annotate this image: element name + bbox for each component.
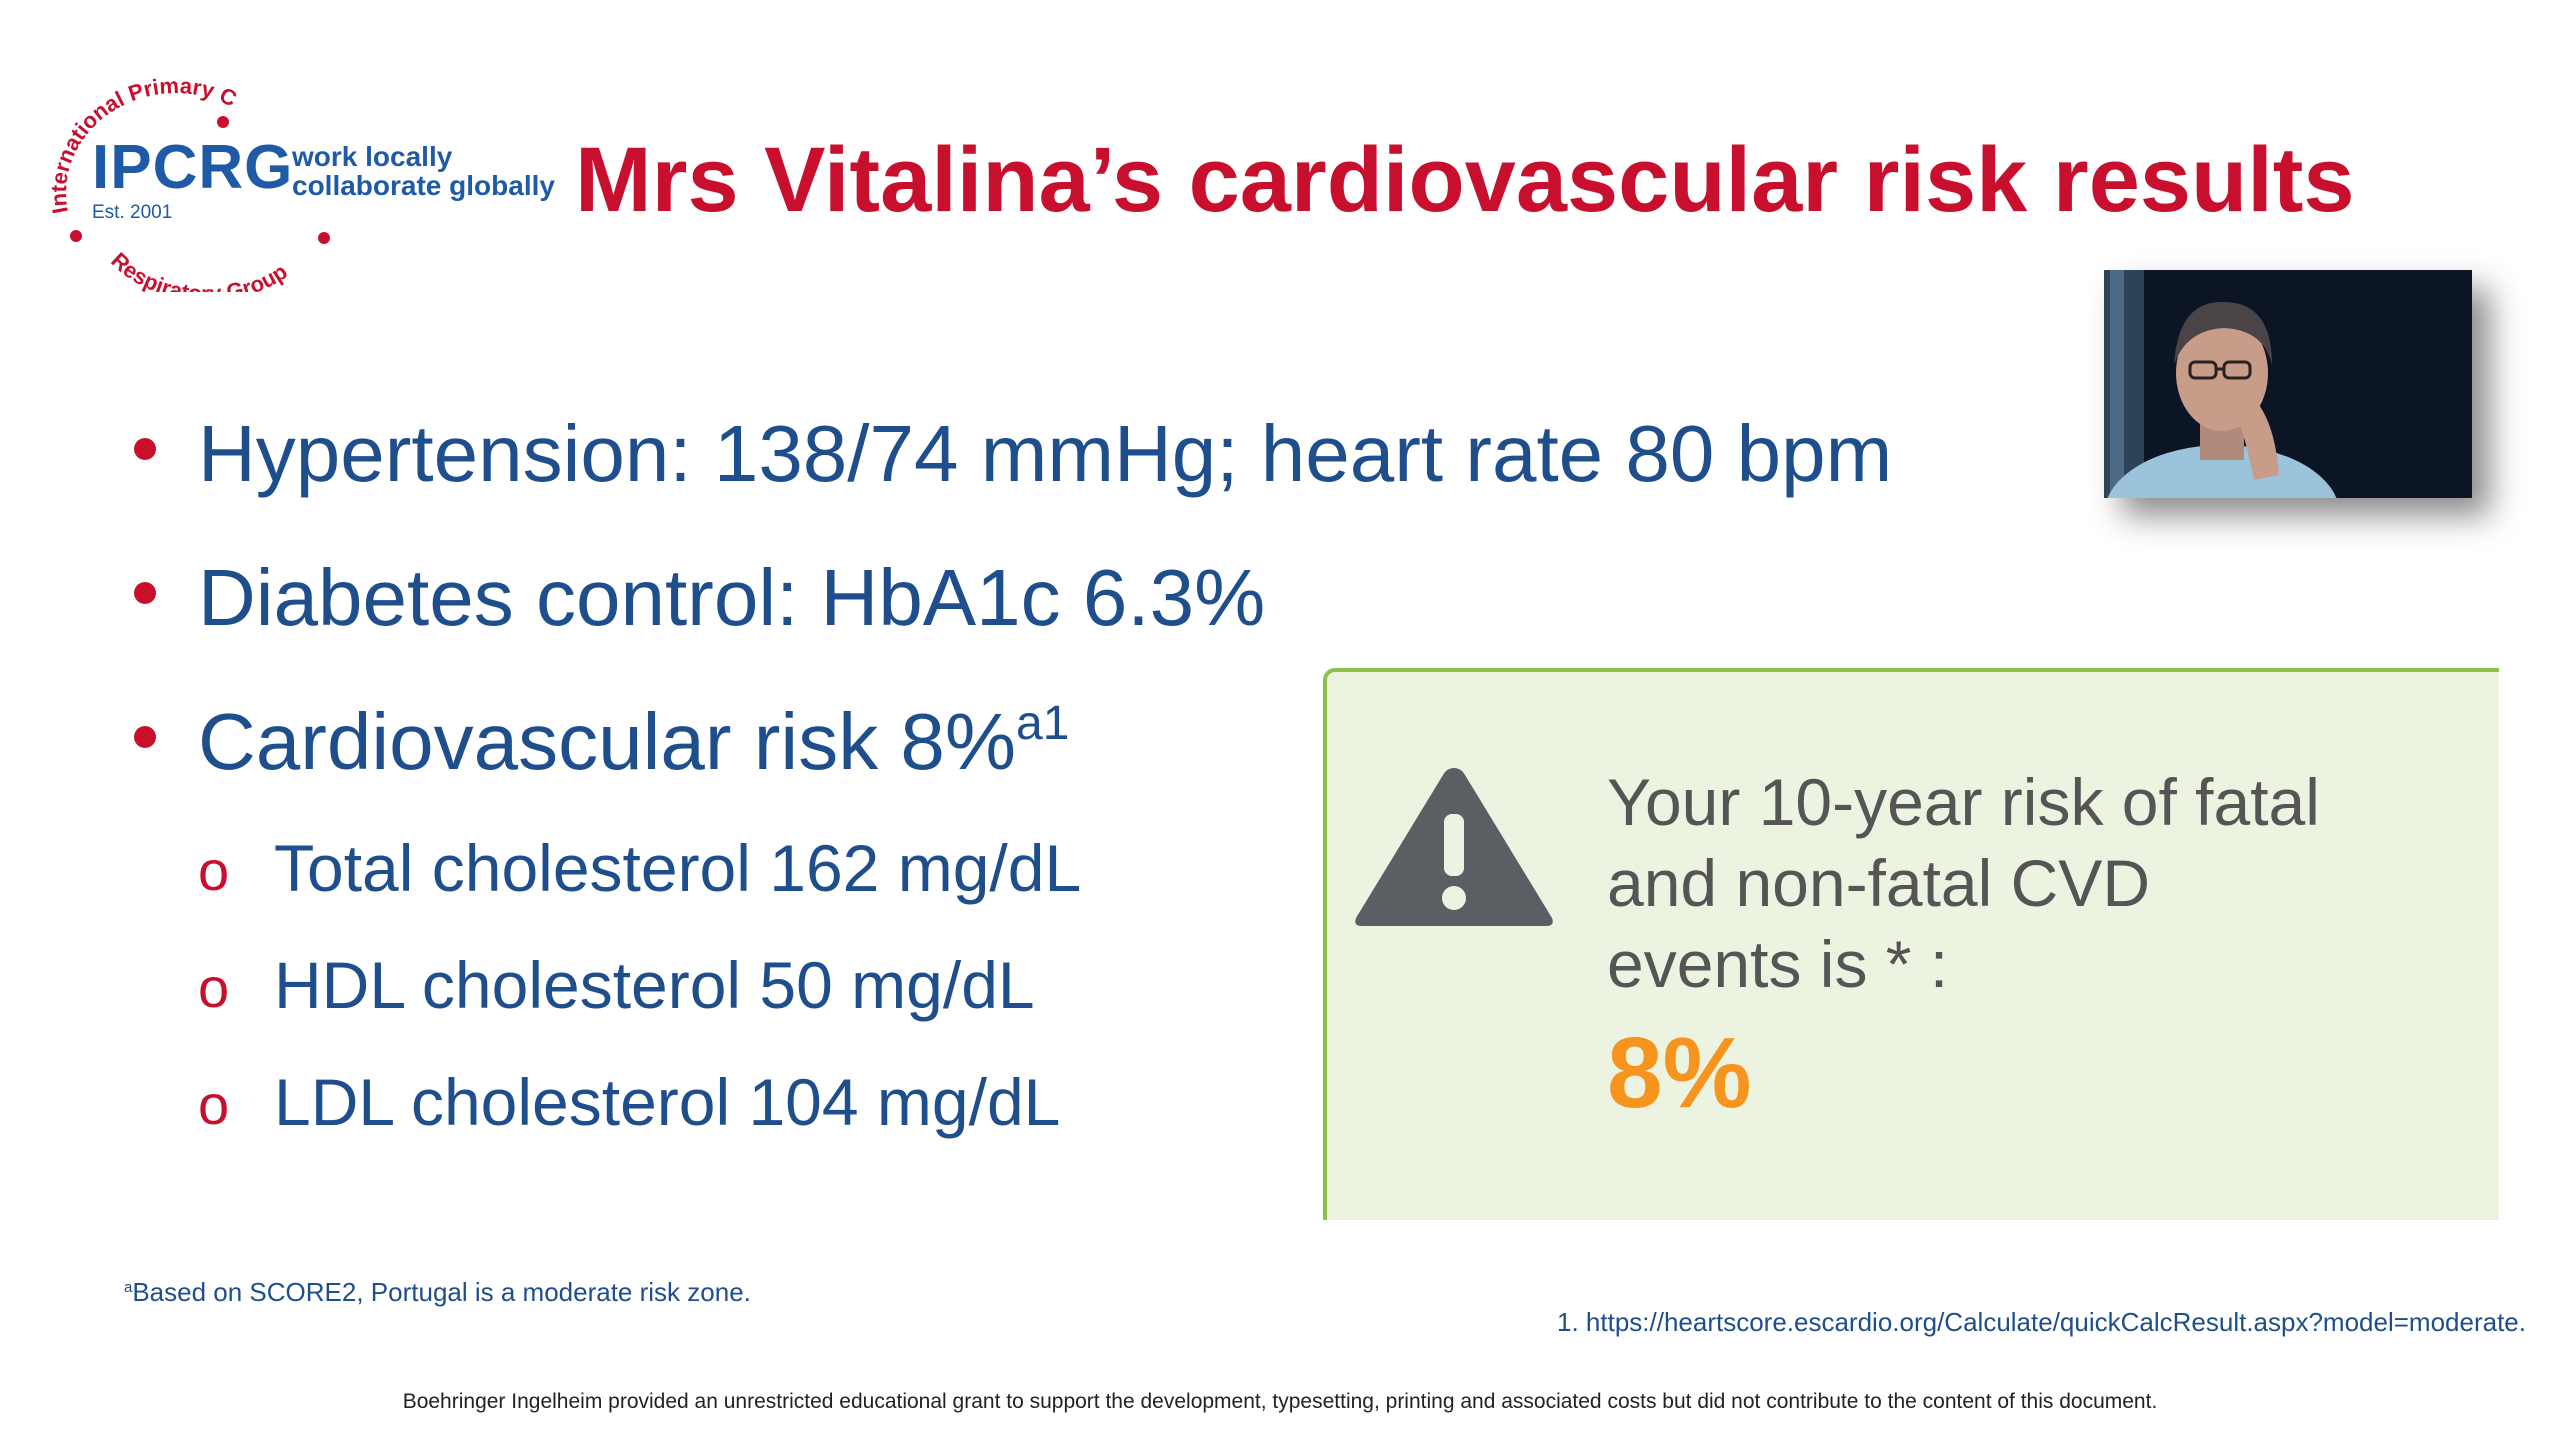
reference-link[interactable]: 1. https://heartscore.escardio.org/Calcu…: [1557, 1307, 2526, 1337]
footnote-marker: a: [124, 1279, 133, 1296]
ipcrg-logo: International Primary Care Respiratory G…: [40, 62, 560, 292]
sub-bullet-text: HDL cholesterol 50 mg/dL: [274, 948, 1035, 1022]
logo-ring-icon: International Primary Care Respiratory G…: [40, 62, 330, 292]
risk-result-line-1: Your 10-year risk of fatal: [1607, 765, 2320, 839]
logo-tagline-2: collaborate globally: [292, 170, 555, 201]
logo-tagline-1: work locally: [292, 141, 453, 172]
warning-icon: [1355, 768, 1553, 926]
logo-tagline: work locally collaborate globally: [292, 142, 555, 200]
sub-bullet-text: LDL cholesterol 104 mg/dL: [274, 1065, 1061, 1139]
footnote-text: Based on SCORE2, Portugal is a moderate …: [132, 1277, 751, 1307]
logo-established: Est. 2001: [92, 202, 173, 223]
risk-result-line-2: and non-fatal CVD: [1607, 846, 2150, 920]
svg-text:Respiratory Group: Respiratory Group: [106, 247, 291, 292]
risk-result-text: Your 10-year risk of fatal and non-fatal…: [1607, 762, 2487, 1005]
sub-bullet-marker: o: [198, 956, 230, 1019]
sub-bullet-text: Total cholesterol 162 mg/dL: [274, 831, 1082, 905]
logo-arc-bottom: Respiratory Group: [106, 247, 291, 292]
footnote-reference: a1: [1016, 697, 1070, 750]
bullet-text: Diabetes control: HbA1c 6.3%: [198, 553, 1266, 642]
patient-portrait-image: [2104, 270, 2472, 498]
bullet-dot-icon: [134, 438, 156, 460]
sub-bullet-marker: o: [198, 1073, 230, 1136]
risk-result-box: Your 10-year risk of fatal and non-fatal…: [1323, 668, 2499, 1220]
bullet-text: Hypertension: 138/74 mmHg; heart rate 80…: [198, 409, 1893, 498]
logo-acronym: IPCRG: [92, 133, 294, 202]
patient-photo: [2104, 270, 2472, 498]
slide-title: Mrs Vitalina’s cardiovascular risk resul…: [575, 129, 2355, 231]
bullet-text: Cardiovascular risk 8%a1: [198, 696, 1069, 788]
bullet-dot-icon: [134, 726, 156, 748]
sub-bullet-marker: o: [198, 839, 230, 902]
risk-result-line-3: events is * :: [1607, 927, 1949, 1001]
bullet-dot-icon: [134, 582, 156, 604]
footnote: aBased on SCORE2, Portugal is a moderate…: [124, 1277, 751, 1308]
disclaimer-text: Boehringer Ingelheim provided an unrestr…: [402, 1390, 2158, 1413]
cardiovascular-risk-text: Cardiovascular risk 8%: [198, 697, 1017, 786]
risk-result-value: 8%: [1607, 1017, 1752, 1129]
